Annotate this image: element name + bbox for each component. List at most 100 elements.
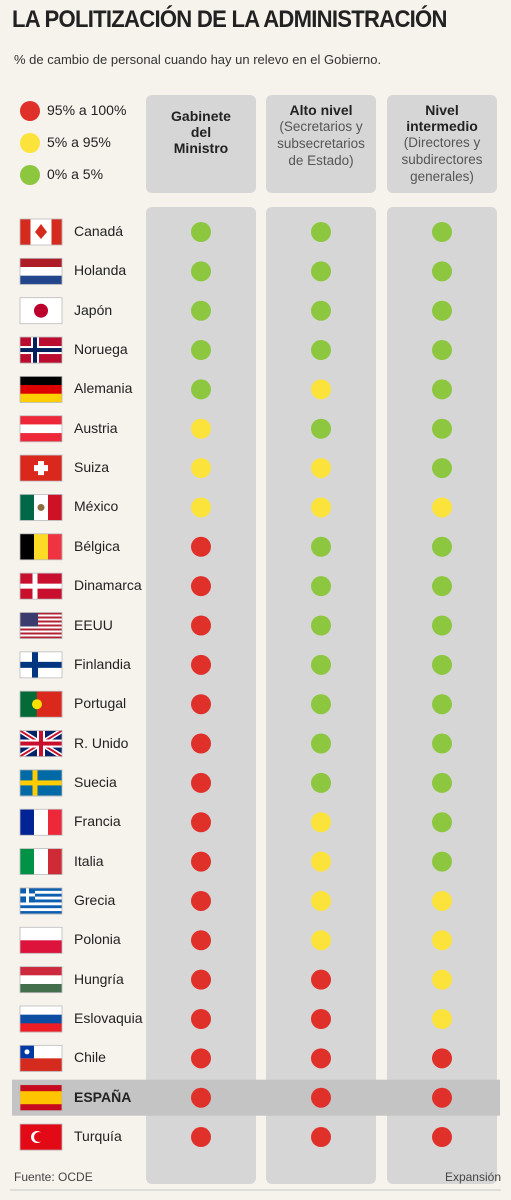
dot xyxy=(432,261,452,282)
dot xyxy=(311,576,331,597)
flag-part xyxy=(32,573,38,600)
dot xyxy=(191,458,211,479)
flag-part xyxy=(20,1091,62,1105)
dot xyxy=(311,1127,331,1148)
dot xyxy=(311,222,331,242)
column-header-bg xyxy=(387,95,497,193)
flag-part xyxy=(20,636,62,639)
country-name: Hungría xyxy=(74,970,124,987)
country-name: Grecia xyxy=(74,891,116,908)
flag xyxy=(19,651,63,679)
flag xyxy=(19,257,63,285)
flag xyxy=(19,612,63,639)
flag-border xyxy=(19,808,63,836)
flag xyxy=(19,218,63,246)
flag-part xyxy=(20,348,62,353)
column-header: Gabinete del Ministro xyxy=(164,108,238,156)
dot xyxy=(432,536,452,557)
flag-part xyxy=(20,376,62,386)
flag-part xyxy=(20,1014,62,1024)
flag-part xyxy=(51,219,63,245)
flag-part xyxy=(33,337,37,364)
dot xyxy=(311,930,331,951)
dot xyxy=(311,772,331,793)
flag-part xyxy=(20,1023,62,1033)
dot xyxy=(311,1048,331,1069)
dot xyxy=(311,694,331,715)
flag xyxy=(19,1005,63,1033)
country-name: Eslovaquia xyxy=(74,1010,143,1026)
column-title: Gabinete del Ministro xyxy=(171,108,231,156)
country-name: Polonia xyxy=(74,931,121,948)
flag xyxy=(19,572,63,600)
flag-part xyxy=(20,267,62,276)
flag-border xyxy=(19,297,63,325)
flag-part xyxy=(20,893,62,897)
flag-part xyxy=(20,905,62,909)
flag xyxy=(19,533,63,561)
highlight-band xyxy=(12,1079,500,1116)
column-note: (Directores y subdirectores generales) xyxy=(401,135,483,184)
flag-part xyxy=(34,303,48,318)
flag xyxy=(19,375,63,403)
flag-part xyxy=(20,890,62,895)
flag-part xyxy=(20,1084,62,1092)
flag-part xyxy=(20,896,62,900)
dot xyxy=(311,969,331,990)
flag-border xyxy=(19,887,63,915)
credit: Expansión xyxy=(444,1170,501,1184)
flag xyxy=(19,926,63,954)
dot xyxy=(432,576,452,597)
flag-part xyxy=(20,983,62,993)
flag-part xyxy=(24,1049,30,1055)
flag-part xyxy=(20,612,62,615)
flag-border xyxy=(19,1123,63,1151)
country-name: Canadá xyxy=(74,223,124,239)
dot xyxy=(311,261,331,282)
country-name: Austria xyxy=(74,419,118,436)
country-name: Holanda xyxy=(74,262,127,279)
legend-label: 95% a 100% xyxy=(47,102,127,118)
dot xyxy=(432,379,452,400)
flag-part xyxy=(39,730,43,757)
legend-dot xyxy=(20,101,40,121)
subtitle: % de cambio de personal cuando hay un re… xyxy=(14,52,382,67)
flag-part xyxy=(20,899,62,903)
flag-part xyxy=(20,966,62,976)
dot xyxy=(432,340,452,361)
flag-part xyxy=(32,651,38,678)
dot xyxy=(432,733,452,754)
dot xyxy=(432,222,452,242)
country-name: Alemania xyxy=(74,380,133,397)
dot xyxy=(191,497,211,518)
legend-dot xyxy=(20,165,40,185)
flag-part xyxy=(20,634,62,637)
flag-border xyxy=(19,336,63,364)
dot xyxy=(432,812,452,833)
flag-part xyxy=(20,630,62,633)
dot xyxy=(191,1048,211,1069)
flag-part xyxy=(20,975,62,985)
dot xyxy=(432,615,452,636)
flag-border xyxy=(19,966,63,994)
dot xyxy=(191,418,211,439)
dot xyxy=(432,694,452,715)
flag-part xyxy=(26,887,29,903)
dot xyxy=(311,497,331,518)
country-name: ESPAÑA xyxy=(74,1088,132,1105)
flag-border xyxy=(19,1044,63,1072)
column-header: Alto nivel (Secretarios y subsecretarios … xyxy=(270,102,372,169)
flag-part xyxy=(20,1006,62,1015)
dot xyxy=(191,733,211,754)
flag-part xyxy=(34,809,49,836)
flag-part xyxy=(20,887,62,892)
flag-part xyxy=(20,533,35,560)
country-name: Turquía xyxy=(74,1128,122,1145)
flag-part xyxy=(20,424,62,434)
flag xyxy=(19,1084,63,1112)
flag-border xyxy=(19,494,63,521)
flag xyxy=(19,297,63,325)
dot xyxy=(432,1127,452,1148)
dot xyxy=(432,458,452,479)
